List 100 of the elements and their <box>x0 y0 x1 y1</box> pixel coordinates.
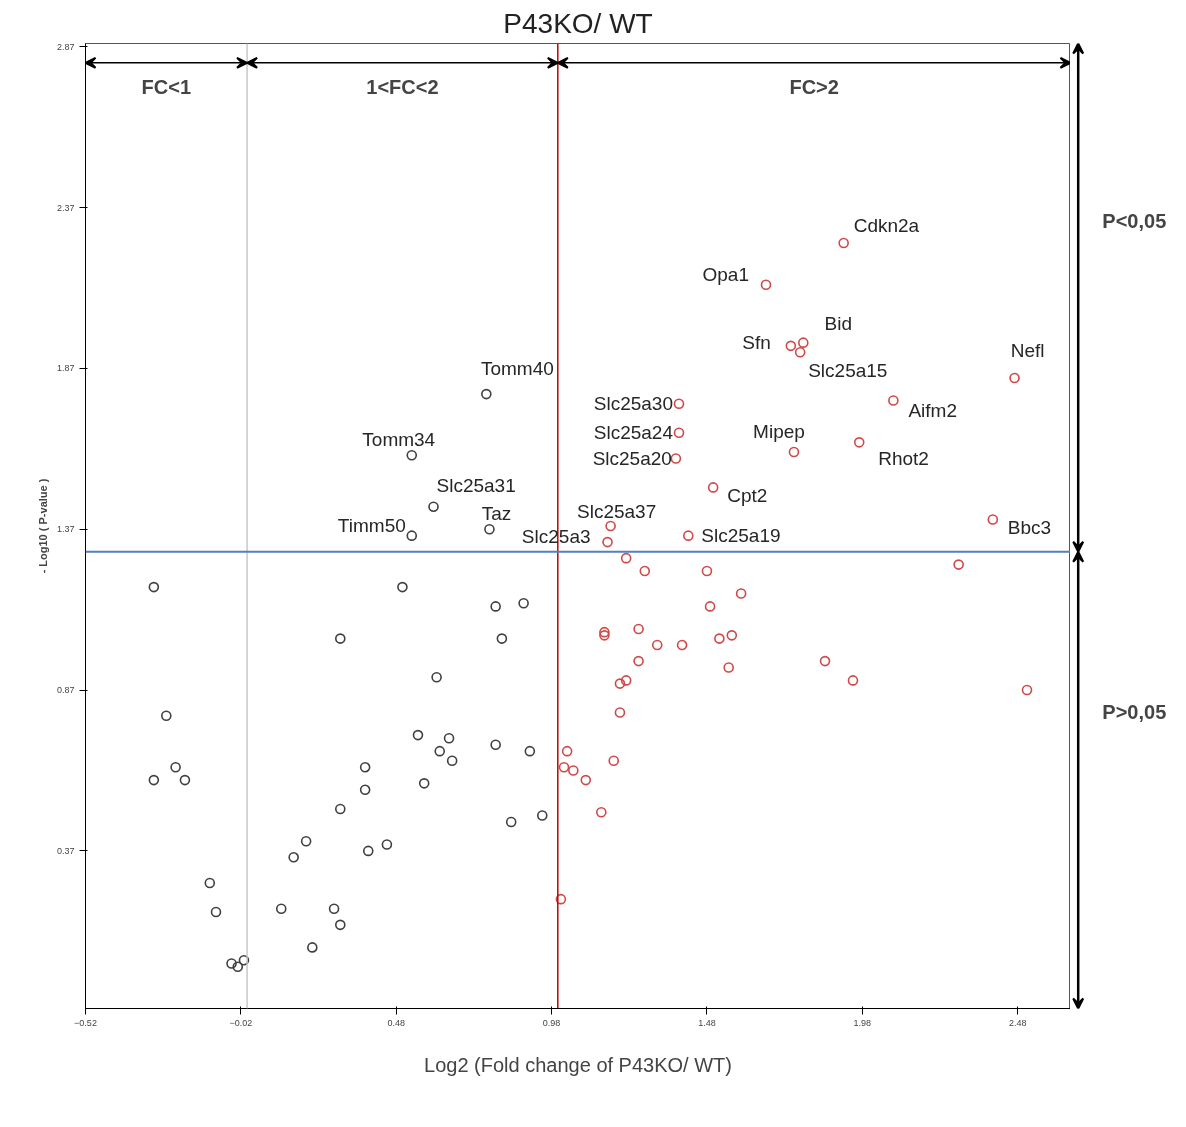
point <box>599 630 610 641</box>
point <box>614 678 626 689</box>
point <box>838 237 849 249</box>
point <box>580 774 592 786</box>
point <box>620 552 632 564</box>
point <box>406 530 418 541</box>
point <box>484 523 495 535</box>
point <box>300 835 312 847</box>
annotation: Bid <box>824 313 853 335</box>
annotation: Slc25a37 <box>577 500 657 522</box>
point <box>362 845 374 857</box>
point <box>179 774 191 786</box>
point <box>359 784 371 796</box>
point <box>328 903 340 915</box>
text: P>0,05 <box>1102 700 1167 723</box>
point <box>412 729 424 741</box>
annotation: Slc25a31 <box>436 475 516 497</box>
annotation: Rhot2 <box>878 447 929 469</box>
point <box>788 446 800 458</box>
point <box>406 449 418 461</box>
text: P<0,05 <box>1102 210 1167 233</box>
annotation: Slc25a15 <box>808 359 888 381</box>
x-tick-label: −0.02 <box>229 1017 253 1028</box>
x-tick-label: 0.48 <box>387 1017 405 1028</box>
point <box>704 601 716 612</box>
point <box>334 633 346 644</box>
chart-title: P43KO/ WT <box>503 7 653 39</box>
point <box>232 961 244 972</box>
point <box>334 803 346 815</box>
point <box>797 337 809 348</box>
point <box>359 761 371 773</box>
x-tick-label: −0.52 <box>74 1017 97 1028</box>
annotation: Sfn <box>742 332 771 354</box>
point <box>987 514 999 525</box>
point <box>334 919 346 931</box>
point <box>726 630 738 641</box>
x-tick-label: 2.48 <box>1008 1017 1027 1028</box>
point <box>381 839 393 850</box>
point <box>735 588 747 599</box>
point <box>446 755 458 767</box>
point <box>238 954 250 966</box>
annotation: Slc25a20 <box>592 447 672 469</box>
annotation: Aifm2 <box>908 400 957 422</box>
point <box>490 739 501 751</box>
point <box>555 893 567 905</box>
point <box>561 745 573 757</box>
y-tick-label: 0.37 <box>56 845 75 856</box>
point <box>481 388 492 400</box>
point <box>714 633 725 644</box>
point <box>490 601 501 612</box>
annotation: Taz <box>481 502 512 524</box>
point <box>397 581 408 593</box>
y-tick-label: 1.87 <box>56 363 75 374</box>
point <box>639 565 651 577</box>
point <box>505 816 517 828</box>
point <box>853 437 865 448</box>
point <box>536 810 548 821</box>
point <box>683 530 694 541</box>
y-tick-label: 0.87 <box>56 685 75 696</box>
annotation: Tomm40 <box>480 357 554 379</box>
point <box>707 482 719 493</box>
point <box>953 559 964 570</box>
point <box>847 675 859 686</box>
annotation: FC>2 <box>789 75 839 98</box>
annotation: Bbc3 <box>1007 517 1052 539</box>
point <box>670 453 682 464</box>
point <box>723 662 734 673</box>
x-tick-label: 1.98 <box>853 1017 872 1028</box>
annotation: Slc25a19 <box>701 525 781 547</box>
point <box>148 774 160 786</box>
point <box>204 877 216 889</box>
annotation: Nefl <box>1010 339 1045 361</box>
x-axis-title: Log2 (Fold change of P43KO/ WT) <box>424 1053 732 1076</box>
point <box>673 427 685 439</box>
point <box>148 581 160 593</box>
point <box>785 340 797 352</box>
point <box>676 639 688 651</box>
annotation: Tomm34 <box>362 428 436 450</box>
point <box>596 806 607 818</box>
annotation: Mipep <box>753 420 805 442</box>
point <box>431 671 442 683</box>
point <box>888 395 899 406</box>
point <box>620 675 632 686</box>
point <box>1021 684 1033 696</box>
annotation: Slc25a24 <box>593 422 674 444</box>
annotation: Slc25a30 <box>593 393 673 415</box>
y-tick-label: 2.87 <box>56 41 75 52</box>
annotation: FC<1 <box>141 75 192 98</box>
point <box>651 639 663 651</box>
point <box>614 707 626 718</box>
point <box>605 520 616 532</box>
point <box>819 655 831 667</box>
annotation: Opa1 <box>702 264 749 286</box>
point <box>673 398 685 410</box>
point <box>633 623 644 635</box>
x-tick-label: 1.48 <box>698 1017 716 1028</box>
point <box>307 942 318 953</box>
point <box>602 536 613 548</box>
point <box>170 761 181 773</box>
point <box>496 633 508 644</box>
